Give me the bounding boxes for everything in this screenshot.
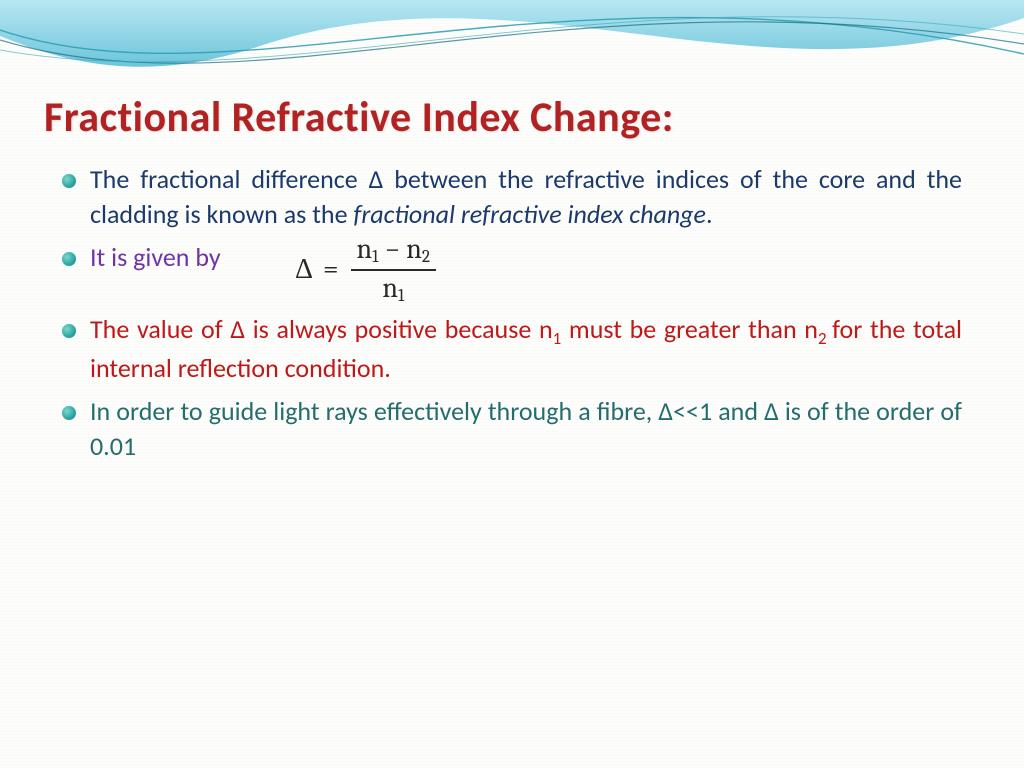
bullet-icon bbox=[62, 252, 76, 266]
slide-body: The fractional difference Δ between the … bbox=[62, 162, 962, 472]
bullet-item: The value of Δ is always positive becaus… bbox=[62, 312, 962, 386]
bullet-item: In order to guide light rays effectively… bbox=[62, 394, 962, 464]
slide-title: Fractional Refractive Index Change: bbox=[44, 92, 674, 143]
bullet-item: It is given by Δ = n1 − n2 n1 bbox=[62, 240, 962, 304]
formula: Δ = n1 − n2 n1 bbox=[295, 234, 436, 306]
bullet-text: In order to guide light rays effectively… bbox=[90, 394, 962, 464]
bullet-text: The fractional difference Δ between the … bbox=[90, 162, 962, 232]
bullet-text: It is given by Δ = n1 − n2 n1 bbox=[90, 240, 962, 275]
bullet-icon bbox=[62, 324, 76, 338]
bullet-icon bbox=[62, 406, 76, 420]
bullet-text: The value of Δ is always positive becaus… bbox=[90, 312, 962, 386]
bullet-item: The fractional difference Δ between the … bbox=[62, 162, 962, 232]
bullet-icon bbox=[62, 174, 76, 188]
